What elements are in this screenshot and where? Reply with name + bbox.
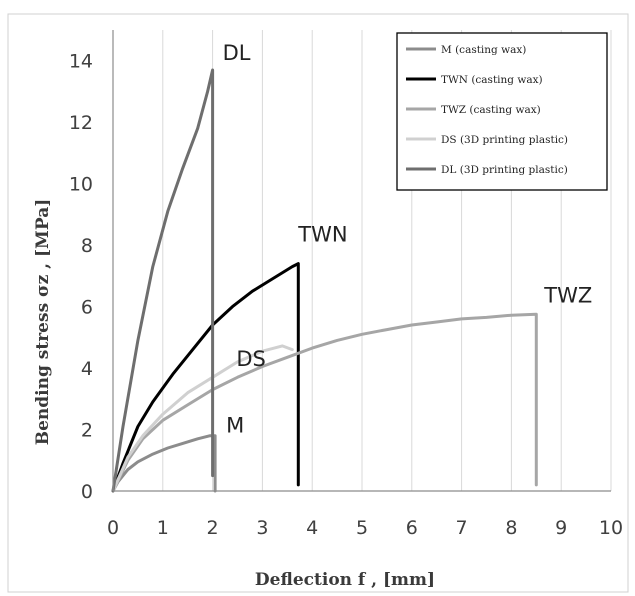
y-tick-label-6: 12: [69, 112, 93, 134]
curve-label-twn: TWN: [297, 223, 347, 247]
x-tick-label-10: 10: [599, 517, 623, 539]
curve-labels: M TWN TWZ DS DL: [223, 41, 593, 438]
series-line-twz: [111, 312, 538, 493]
x-tick-label-3: 3: [256, 517, 268, 539]
legend-label-dl: DL (3D printing plastic): [441, 164, 568, 176]
y-tick-label-2: 4: [81, 358, 93, 380]
y-tick-label-7: 14: [69, 51, 93, 73]
curve-label-m: M: [226, 414, 244, 438]
x-tick-labels: 0 1 2 3 4 5 6 7 8 9 10: [107, 517, 623, 539]
legend-label-twz: TWZ (casting wax): [441, 104, 541, 116]
legend-box: [396, 32, 608, 191]
x-tick-label-4: 4: [306, 517, 318, 539]
x-tick-label-9: 9: [555, 517, 567, 539]
x-axis-title: Deflection f , [mm]: [255, 570, 435, 590]
y-tick-label-1: 2: [81, 420, 93, 442]
y-axis-title: Bending stress σz , [MPa]: [33, 199, 53, 446]
x-tick-label-0: 0: [107, 517, 119, 539]
y-tick-labels: 0 2 4 6 8 10 12 14: [69, 51, 93, 503]
curve-label-twz: TWZ: [543, 283, 592, 307]
x-tick-label-7: 7: [456, 517, 468, 539]
axes: [112, 30, 611, 492]
legend: M (casting wax) TWN (casting wax) TWZ (cas…: [396, 32, 608, 191]
series-line-dl: [111, 68, 215, 493]
legend-label-ds: DS (3D printing plastic): [441, 134, 568, 146]
x-tick-label-2: 2: [207, 517, 219, 539]
curve-label-ds: DS: [236, 347, 266, 371]
x-tick-label-6: 6: [406, 517, 418, 539]
x-tick-label-5: 5: [356, 517, 368, 539]
curve-label-dl: DL: [223, 41, 251, 65]
legend-label-twn: TWN (casting wax): [441, 74, 543, 86]
series-line-ds: [111, 344, 294, 493]
x-tick-label-1: 1: [157, 517, 169, 539]
y-tick-label-4: 8: [81, 235, 93, 257]
y-tick-label-3: 6: [81, 297, 93, 319]
series-lines: [111, 68, 538, 493]
y-tick-label-0: 0: [81, 481, 93, 503]
x-tick-label-8: 8: [505, 517, 517, 539]
legend-label-m: M (casting wax): [441, 44, 526, 56]
y-tick-label-5: 10: [69, 174, 93, 196]
